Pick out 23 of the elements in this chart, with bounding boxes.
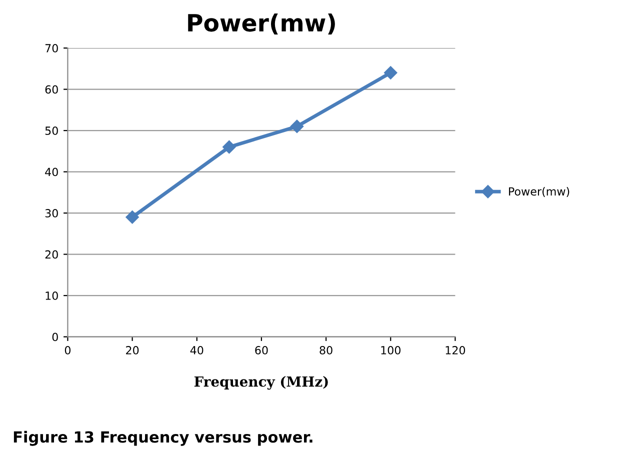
point [384, 66, 398, 80]
point [222, 140, 236, 154]
x-tick-label: 120 [446, 346, 466, 354]
x-tick-label: 100 [381, 346, 400, 354]
y-tick-label: 50 [45, 126, 58, 135]
y-tick-label: 0 [52, 332, 58, 342]
x-tick-label: 40 [190, 346, 204, 354]
x-axis-title: Frequency (MHz) [194, 376, 328, 390]
point [126, 210, 139, 224]
x-tick-label: 20 [126, 346, 139, 354]
y-tick-label: 20 [45, 250, 58, 259]
y-tick-label: 70 [45, 44, 58, 52]
legend-label: Power(mw) [509, 187, 570, 197]
y-tick-label: 10 [46, 292, 58, 300]
point [290, 120, 304, 134]
x-tick-label: 60 [255, 346, 268, 354]
y-tick-label: 30 [45, 209, 58, 218]
x-tick-label: 80 [320, 346, 332, 354]
y-tick-label: 60 [45, 85, 58, 94]
chart-title: Power(mw) [188, 13, 335, 34]
caption: Figure 13 Frequency versus power. [14, 430, 312, 446]
x-tick-label: 0 [64, 346, 71, 354]
y-tick-label: 40 [45, 168, 58, 176]
